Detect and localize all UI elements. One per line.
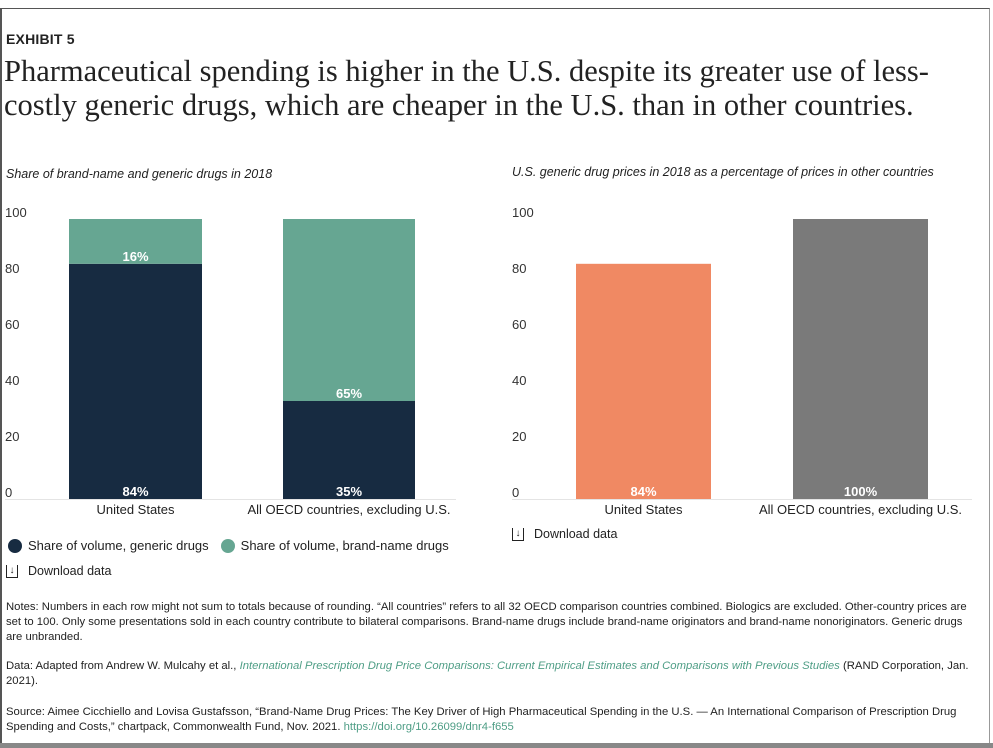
y-tick-label: 20 xyxy=(512,429,526,444)
bar xyxy=(793,219,928,499)
doi-link[interactable]: https://doi.org/10.26099/dnr4-f655 xyxy=(343,721,514,733)
exhibit-title: Pharmaceutical spending is higher in the… xyxy=(4,54,929,122)
data-credit: Data: Adapted from Andrew W. Mulcahy et … xyxy=(6,659,981,689)
left-chart-title: Share of brand-name and generic drugs in… xyxy=(6,167,273,181)
data-credit-prefix: Data: Adapted from Andrew W. Mulcahy et … xyxy=(6,660,240,672)
legend-swatch-generic xyxy=(8,538,22,553)
bottom-border xyxy=(0,743,993,748)
left-chart-legend: Share of volume, generic drugs Share of … xyxy=(8,538,449,553)
x-category-label: All OECD countries, excluding U.S. xyxy=(759,502,962,517)
data-label: 100% xyxy=(844,484,878,499)
bar-segment-brand xyxy=(69,219,202,264)
y-tick-label: 0 xyxy=(512,485,519,500)
rand-study-link[interactable]: International Prescription Drug Price Co… xyxy=(239,660,840,672)
data-label: 35% xyxy=(336,484,362,499)
right-download-data-button[interactable]: ↓ Download data xyxy=(512,527,617,541)
y-tick-label: 100 xyxy=(5,205,27,220)
bar-segment-generic xyxy=(283,401,415,499)
y-tick-label: 80 xyxy=(512,261,526,276)
bar-segment-generic xyxy=(69,263,202,499)
bar-segment-brand xyxy=(283,219,415,401)
y-tick-label: 40 xyxy=(5,373,19,388)
download-label: Download data xyxy=(28,564,112,578)
data-label: 65% xyxy=(336,386,362,401)
y-tick-label: 40 xyxy=(512,373,526,388)
exhibit-frame xyxy=(0,8,990,744)
y-tick-label: 60 xyxy=(512,317,526,332)
right-chart-title: U.S. generic drug prices in 2018 as a pe… xyxy=(512,165,934,179)
y-tick-label: 60 xyxy=(5,317,19,332)
bar xyxy=(576,263,711,499)
x-category-label: United States xyxy=(96,502,175,517)
legend-label-brand: Share of volume, brand-name drugs xyxy=(240,538,449,553)
data-label: 16% xyxy=(122,249,148,264)
y-tick-label: 0 xyxy=(5,485,12,500)
legend-swatch-brand xyxy=(220,538,235,553)
data-label: 84% xyxy=(122,484,148,499)
notes: Notes: Numbers in each row might not sum… xyxy=(6,601,967,643)
source-text: Source: Aimee Cicchiello and Lovisa Gust… xyxy=(6,706,957,733)
y-tick-label: 100 xyxy=(512,205,534,220)
x-category-label: All OECD countries, excluding U.S. xyxy=(247,502,450,517)
x-category-label: United States xyxy=(604,502,683,517)
data-label: 84% xyxy=(630,484,656,499)
exhibit-label: EXHIBIT 5 xyxy=(6,31,75,47)
data-credit-suffix: (RAND Corporation, Jan. 2021). xyxy=(6,660,969,687)
y-tick-label: 20 xyxy=(5,429,19,444)
left-download-data-button[interactable]: ↓ Download data xyxy=(6,564,111,578)
source-credit: Source: Aimee Cicchiello and Lovisa Gust… xyxy=(6,705,981,735)
download-label: Download data xyxy=(534,527,618,541)
download-icon: ↓ xyxy=(6,564,18,578)
download-icon: ↓ xyxy=(512,527,524,541)
y-tick-label: 80 xyxy=(5,261,19,276)
legend-label-generic: Share of volume, generic drugs xyxy=(28,538,209,553)
